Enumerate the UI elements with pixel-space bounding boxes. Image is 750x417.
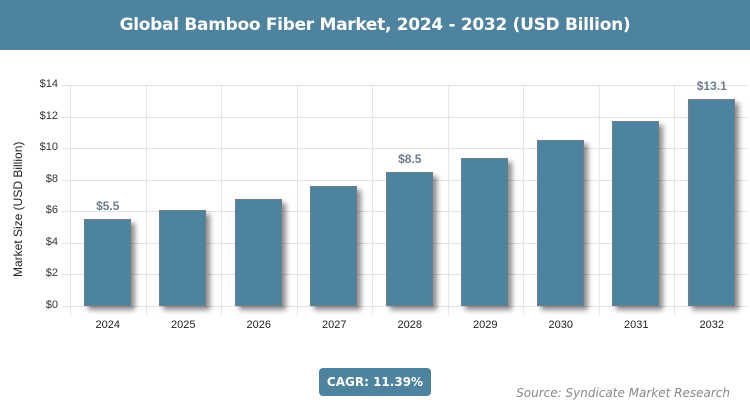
x-tick-label: 2024 xyxy=(95,319,120,331)
bar-2031 xyxy=(612,121,660,306)
source-note: Source: Syndicate Market Research xyxy=(516,386,730,400)
x-tick-label: 2025 xyxy=(171,319,196,331)
x-tick-label: 2030 xyxy=(548,319,573,331)
y-tick-label: $2 xyxy=(45,267,58,280)
bar-2028 xyxy=(385,171,433,306)
y-tick-label: $8 xyxy=(45,172,58,185)
data-label: $13.1 xyxy=(696,79,727,94)
gridline-horizontal xyxy=(62,148,748,150)
y-tick-label: $12 xyxy=(39,109,58,122)
bar-2029 xyxy=(461,157,509,306)
gridline-horizontal xyxy=(62,85,748,86)
y-tick-label: $0 xyxy=(45,299,58,311)
bar-2030 xyxy=(536,140,584,306)
gridline-vertical xyxy=(70,85,71,315)
chart-title-banner: Global Bamboo Fiber Market, 2024 - 2032 … xyxy=(0,0,750,50)
x-tick-label: 2032 xyxy=(699,319,724,331)
bar-2032 xyxy=(687,99,735,306)
bar-2024 xyxy=(83,219,131,306)
gridline-vertical xyxy=(447,85,449,315)
y-tick-label: $4 xyxy=(45,235,58,248)
x-tick-label: 2026 xyxy=(246,319,271,331)
bar-2026 xyxy=(234,198,282,306)
gridline-vertical xyxy=(598,85,600,315)
x-tick-label: 2029 xyxy=(473,319,498,331)
gridline-vertical xyxy=(221,85,222,315)
gridline-horizontal xyxy=(62,116,748,118)
y-tick-label: $6 xyxy=(45,204,58,217)
x-tick-label: 2031 xyxy=(624,319,649,331)
y-tick-label: $14 xyxy=(39,78,58,90)
chart-title: Global Bamboo Fiber Market, 2024 - 2032 … xyxy=(119,15,631,35)
gridline-vertical xyxy=(523,85,524,315)
gridline-horizontal xyxy=(62,306,748,307)
cagr-badge: CAGR: 11.39% xyxy=(319,368,431,396)
data-label: $5.5 xyxy=(96,199,120,214)
x-tick-label: 2027 xyxy=(322,319,347,331)
x-tick-label: 2028 xyxy=(397,319,422,331)
gridline-vertical xyxy=(674,85,675,315)
bar-chart: Market Size (USD Billion) $0 $2 $4 $6 $8 $10 $… xyxy=(0,60,750,350)
y-tick-label: $10 xyxy=(39,141,58,154)
data-label: $8.5 xyxy=(398,151,422,166)
bar-2025 xyxy=(159,209,207,306)
gridline-vertical xyxy=(296,85,298,315)
bar-2027 xyxy=(310,186,358,306)
gridline-vertical xyxy=(372,85,373,315)
gridline-vertical xyxy=(145,85,147,315)
